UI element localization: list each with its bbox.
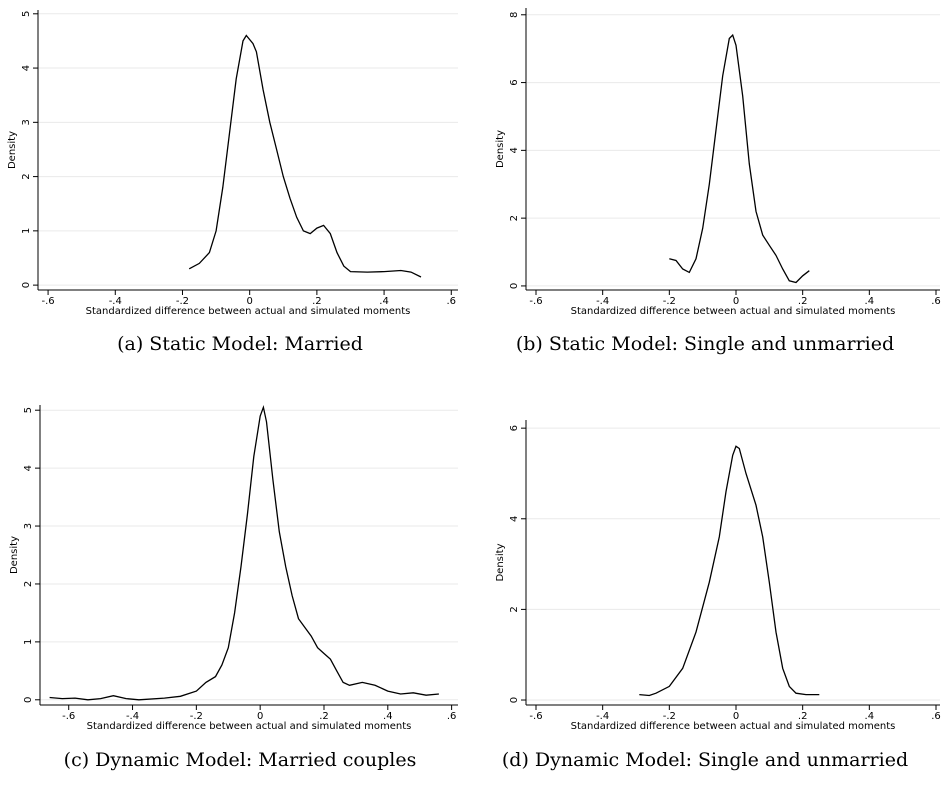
y-tick-label: 0 [509, 697, 520, 703]
y-tick-label: 2 [509, 215, 520, 221]
x-tick-label: .4 [383, 711, 393, 722]
caption: (b) Static Model: Single and unmarried [516, 333, 894, 355]
y-tick-label: 4 [23, 465, 34, 471]
x-tick-label: .4 [865, 711, 875, 722]
x-tick-label: .2 [312, 296, 322, 307]
x-axis-label: Standardized difference between actual a… [87, 721, 412, 732]
y-tick-label: 4 [21, 65, 32, 71]
x-tick-label: .2 [798, 296, 808, 307]
x-tick-label: 0 [733, 711, 739, 722]
x-tick-label: .4 [865, 296, 875, 307]
x-tick-label: -.4 [596, 711, 609, 722]
y-tick-label: 4 [509, 516, 520, 522]
y-tick-label: 5 [23, 407, 34, 413]
y-tick-label: 0 [509, 283, 520, 289]
caption: (d) Dynamic Model: Single and unmarried [502, 749, 908, 771]
x-tick-label: -.6 [62, 711, 75, 722]
density-line [188, 34, 422, 278]
x-tick-label: 0 [733, 296, 739, 307]
y-tick-label: 0 [23, 697, 34, 703]
density-line [669, 33, 810, 284]
y-axis-label: Density [495, 130, 506, 168]
y-axis-label: Density [9, 536, 20, 574]
y-tick-label: 4 [509, 147, 520, 153]
y-tick-label: 6 [509, 425, 520, 431]
x-tick-label: .2 [798, 711, 808, 722]
x-tick-label: -.6 [42, 296, 55, 307]
y-tick-label: 2 [23, 581, 34, 587]
density-line [639, 445, 820, 697]
y-axis-label: Density [7, 131, 18, 169]
caption: (c) Dynamic Model: Married couples [64, 749, 417, 771]
x-axis-label: Standardized difference between actual a… [571, 721, 896, 732]
y-tick-label: 5 [21, 11, 32, 17]
y-tick-label: 8 [509, 12, 520, 18]
x-axis-label: Standardized difference between actual a… [571, 306, 896, 317]
x-tick-label: -.4 [126, 711, 139, 722]
y-tick-label: 2 [509, 606, 520, 612]
x-tick-label: -.6 [529, 711, 542, 722]
x-tick-label: -.2 [176, 296, 189, 307]
x-tick-label: .6 [447, 711, 457, 722]
y-tick-label: 3 [21, 119, 32, 125]
y-tick-label: 3 [23, 523, 34, 529]
x-tick-label: .6 [931, 296, 941, 307]
x-tick-label: -.4 [596, 296, 609, 307]
y-tick-label: 1 [23, 639, 34, 645]
x-tick-label: -.6 [529, 296, 542, 307]
y-tick-label: 6 [509, 79, 520, 85]
y-tick-label: 2 [21, 173, 32, 179]
x-tick-label: .6 [931, 711, 941, 722]
caption: (a) Static Model: Married [117, 333, 363, 355]
y-tick-label: 1 [21, 228, 32, 234]
y-axis-label: Density [495, 543, 506, 581]
x-tick-label: 0 [257, 711, 263, 722]
x-tick-label: .2 [319, 711, 329, 722]
x-tick-label: -.2 [663, 711, 676, 722]
x-tick-label: .4 [379, 296, 389, 307]
x-tick-label: 0 [246, 296, 252, 307]
y-tick-label: 0 [21, 282, 32, 288]
x-tick-label: -.2 [190, 711, 203, 722]
x-tick-label: -.4 [109, 296, 122, 307]
x-tick-label: .6 [447, 296, 457, 307]
density-line [49, 404, 439, 701]
x-tick-label: -.2 [663, 296, 676, 307]
x-axis-label: Standardized difference between actual a… [86, 306, 411, 317]
